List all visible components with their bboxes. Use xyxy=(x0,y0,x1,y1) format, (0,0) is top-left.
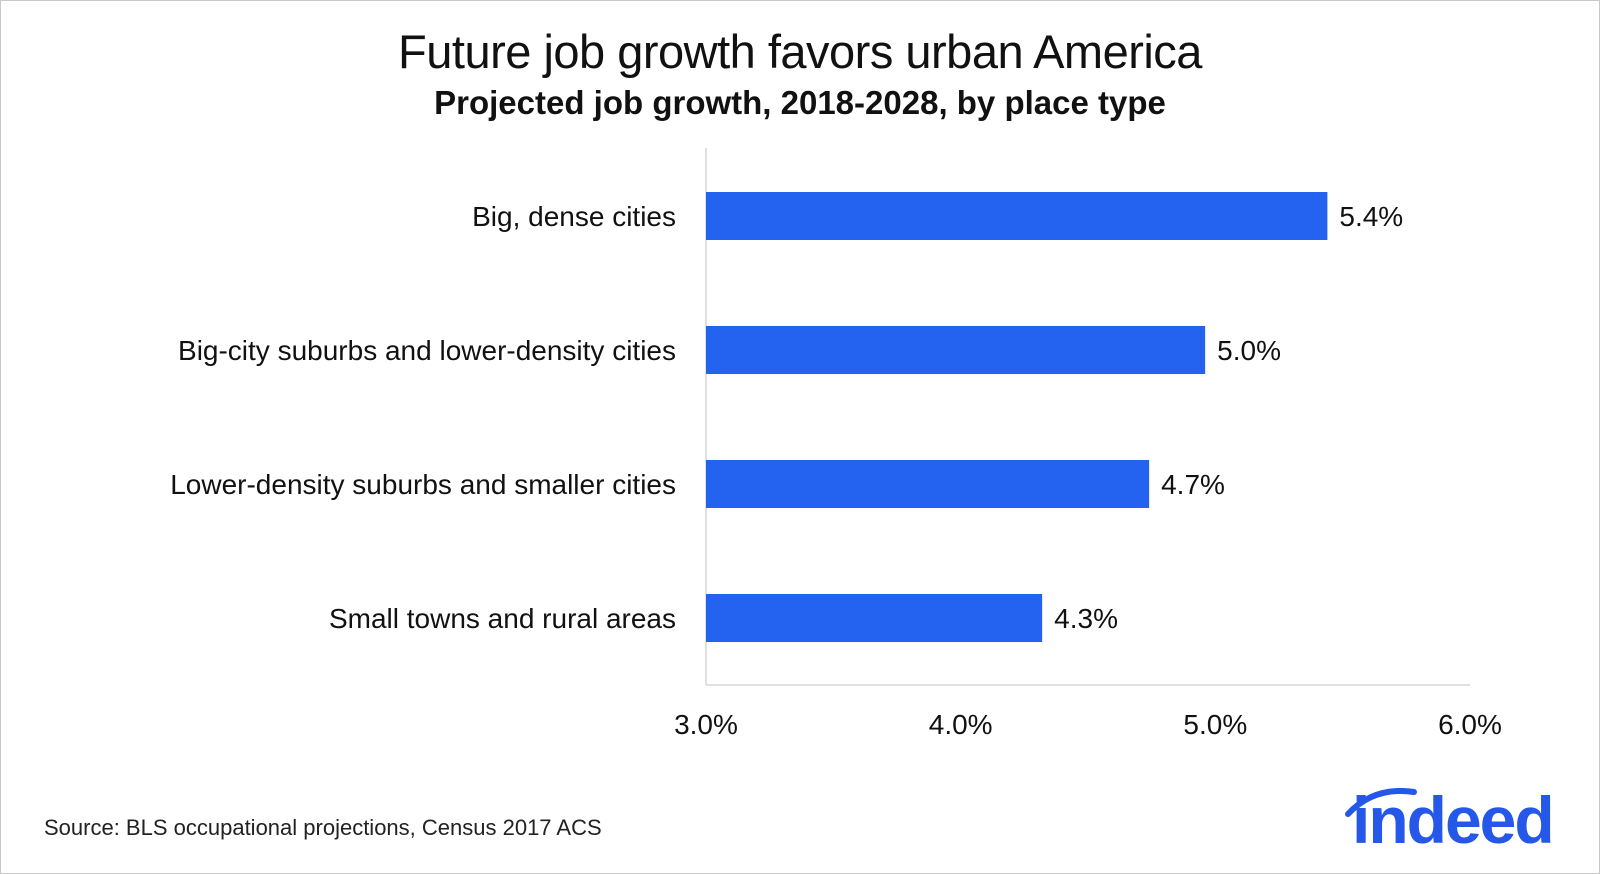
bar-1 xyxy=(706,192,1328,240)
bar-2 xyxy=(706,326,1206,374)
bar-4 xyxy=(706,594,1043,642)
indeed-logo: indeed xyxy=(1340,783,1570,858)
x-tick-label-1: 3.0% xyxy=(674,709,738,740)
logo-arc-icon xyxy=(1345,788,1417,817)
category-label-2: Big-city suburbs and lower-density citie… xyxy=(178,335,676,366)
x-tick-label-4: 6.0% xyxy=(1438,709,1502,740)
x-tick-label-2: 4.0% xyxy=(929,709,993,740)
chart-subtitle: Projected job growth, 2018-2028, by plac… xyxy=(434,84,1166,121)
category-label-1: Big, dense cities xyxy=(472,201,676,232)
category-label-3: Lower-density suburbs and smaller cities xyxy=(170,469,676,500)
category-label-4: Small towns and rural areas xyxy=(329,603,676,634)
logo-text: indeed xyxy=(1352,783,1555,857)
value-label-4: 4.3% xyxy=(1054,603,1118,634)
value-label-3: 4.7% xyxy=(1161,469,1225,500)
bar-3 xyxy=(706,460,1150,508)
x-tick-label-3: 5.0% xyxy=(1183,709,1247,740)
value-label-1: 5.4% xyxy=(1339,201,1403,232)
source-note: Source: BLS occupational projections, Ce… xyxy=(44,815,602,840)
chart-title: Future job growth favors urban America xyxy=(398,25,1202,78)
value-label-2: 5.0% xyxy=(1217,335,1281,366)
